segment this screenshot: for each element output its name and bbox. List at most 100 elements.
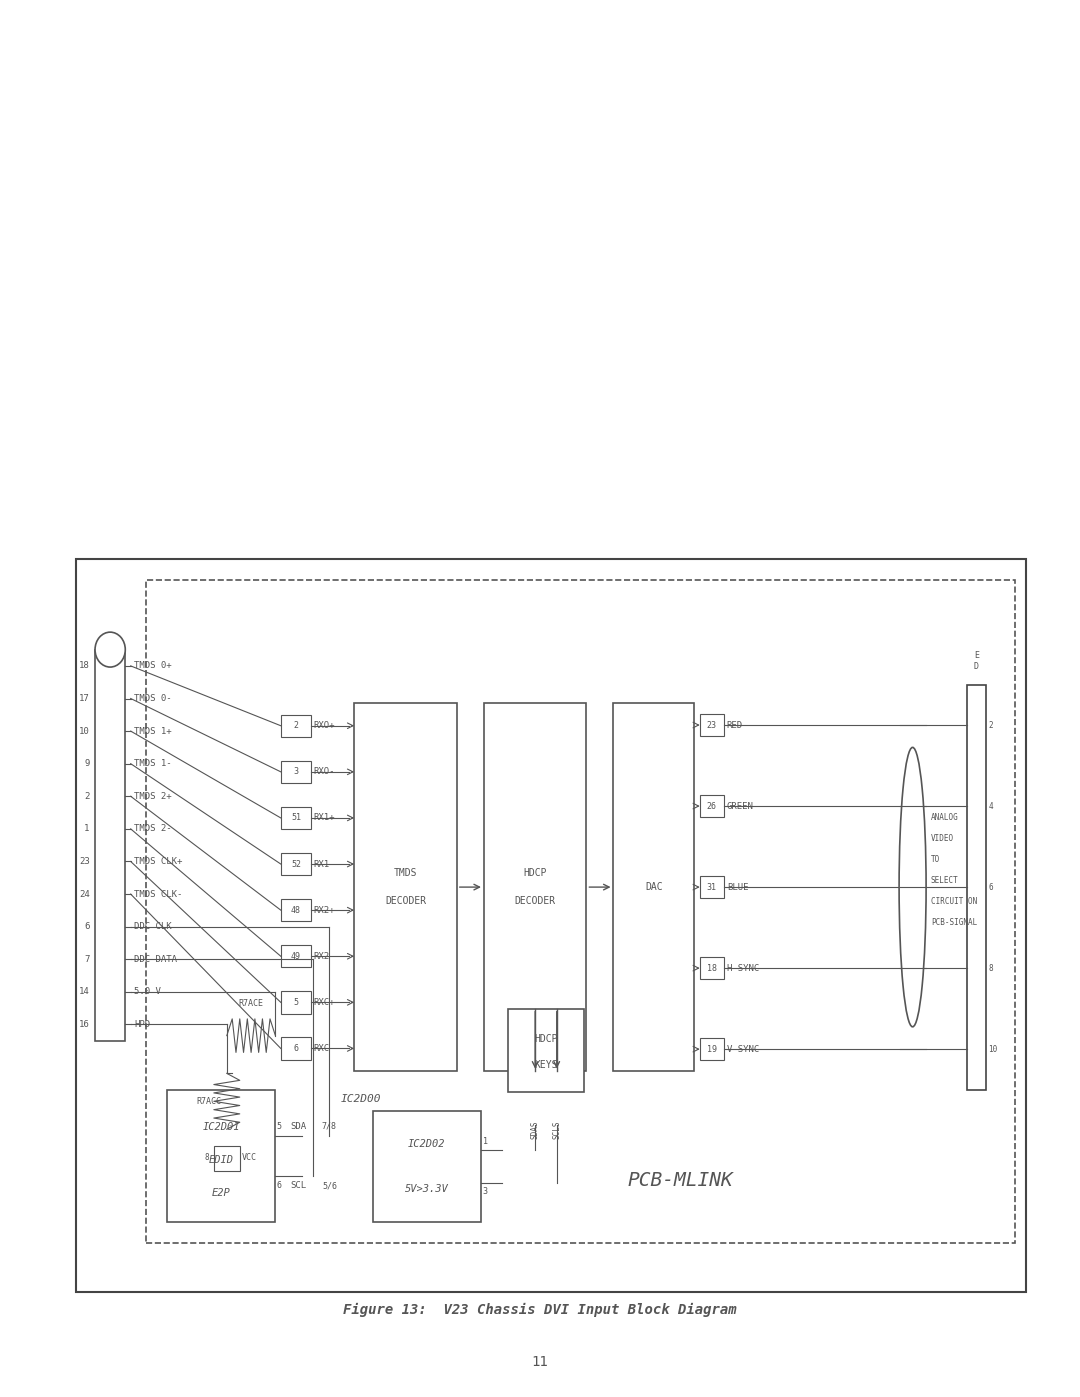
Text: PCB-MLINK: PCB-MLINK	[627, 1171, 733, 1190]
Bar	[354, 703, 457, 1071]
Text: Figure 13:  V23 Chassis DVI Input Block Diagram: Figure 13: V23 Chassis DVI Input Block D…	[343, 1303, 737, 1317]
Bar	[214, 1146, 240, 1171]
Text: RXC-: RXC-	[313, 1044, 335, 1053]
Text: DECODER: DECODER	[514, 895, 556, 907]
Text: 14: 14	[79, 988, 90, 996]
Text: SCLS: SCLS	[552, 1120, 562, 1139]
Bar	[281, 715, 311, 738]
Bar	[349, 647, 764, 1099]
Text: IC2D02: IC2D02	[408, 1139, 445, 1150]
Text: 3: 3	[483, 1186, 488, 1196]
Bar	[484, 703, 586, 1071]
Text: PCB-SIGNAL: PCB-SIGNAL	[931, 918, 977, 926]
Text: 19: 19	[706, 1045, 717, 1053]
Text: 5V>3.3V: 5V>3.3V	[405, 1183, 448, 1194]
Text: 2: 2	[988, 721, 993, 729]
Text: 6: 6	[988, 883, 993, 891]
Text: SDA: SDA	[291, 1122, 307, 1132]
Bar	[373, 1111, 481, 1222]
Bar	[76, 559, 1026, 1292]
Text: RXO-: RXO-	[313, 767, 335, 777]
Text: 10: 10	[79, 726, 90, 736]
Text: 49: 49	[291, 951, 301, 961]
Text: H SYNC: H SYNC	[727, 964, 759, 972]
Bar	[700, 876, 724, 898]
Text: 9: 9	[84, 759, 90, 768]
Text: 23: 23	[706, 721, 717, 729]
Text: TMDS CLK+: TMDS CLK+	[134, 856, 183, 866]
Text: 1: 1	[84, 824, 90, 834]
Bar	[281, 900, 311, 922]
Text: TMDS 0+: TMDS 0+	[134, 661, 172, 671]
Text: TMDS 2-: TMDS 2-	[134, 824, 172, 834]
Bar	[700, 957, 724, 979]
Bar	[281, 992, 311, 1014]
Text: VIDEO: VIDEO	[931, 834, 954, 842]
Text: TMDS CLK-: TMDS CLK-	[134, 890, 183, 898]
Text: ANALOG: ANALOG	[931, 813, 959, 821]
Text: 24: 24	[79, 890, 90, 898]
Text: 7: 7	[84, 954, 90, 964]
Text: 5: 5	[294, 997, 298, 1007]
Text: 3: 3	[294, 767, 298, 777]
Text: 5/6: 5/6	[322, 1182, 337, 1190]
Text: 4: 4	[988, 802, 993, 810]
Bar	[329, 622, 783, 1125]
Text: 6: 6	[276, 1180, 282, 1190]
Text: 11: 11	[531, 1355, 549, 1369]
Text: 6: 6	[294, 1044, 298, 1053]
Text: 52: 52	[291, 859, 301, 869]
Text: 6: 6	[84, 922, 90, 932]
Text: SCL: SCL	[291, 1180, 307, 1190]
Text: 8: 8	[205, 1153, 210, 1162]
Text: 10: 10	[988, 1045, 998, 1053]
Text: IC2D01: IC2D01	[203, 1122, 240, 1132]
Text: 7/8: 7/8	[322, 1122, 337, 1130]
Bar	[281, 807, 311, 830]
Text: RX1+: RX1+	[313, 813, 335, 823]
Text: VCC: VCC	[242, 1153, 257, 1162]
Text: BLUE: BLUE	[727, 883, 748, 891]
Text: E
D: E D	[974, 651, 978, 671]
Bar	[967, 685, 986, 1090]
Text: IC2D00: IC2D00	[340, 1094, 380, 1104]
Ellipse shape	[95, 631, 125, 668]
Text: 1: 1	[483, 1137, 488, 1147]
Text: 18: 18	[79, 661, 90, 671]
Bar	[146, 580, 1015, 1243]
Text: 5: 5	[276, 1122, 282, 1132]
Text: RXC+: RXC+	[313, 997, 335, 1007]
Text: R7ACC: R7ACC	[197, 1097, 221, 1106]
Text: 17: 17	[79, 694, 90, 703]
Text: HPD: HPD	[134, 1020, 150, 1030]
Bar	[700, 714, 724, 736]
Text: RED: RED	[727, 721, 743, 729]
Text: E2P: E2P	[212, 1189, 231, 1199]
Text: 8: 8	[988, 964, 993, 972]
Text: 2: 2	[84, 792, 90, 800]
Text: TO: TO	[931, 855, 941, 863]
Bar	[167, 1090, 275, 1222]
Text: 2: 2	[294, 721, 298, 731]
Text: HDCP: HDCP	[535, 1034, 557, 1045]
Text: R7ACE: R7ACE	[239, 999, 264, 1007]
Bar	[509, 1009, 583, 1092]
Text: KEYS: KEYS	[535, 1059, 557, 1070]
Bar	[700, 795, 724, 817]
Text: V SYNC: V SYNC	[727, 1045, 759, 1053]
Text: 51: 51	[291, 813, 301, 823]
Text: 31: 31	[706, 883, 717, 891]
Text: TMDS 1-: TMDS 1-	[134, 759, 172, 768]
Bar	[281, 852, 311, 875]
Text: DECODER: DECODER	[384, 895, 427, 907]
Bar	[700, 1038, 724, 1060]
Text: DDC CLK: DDC CLK	[134, 922, 172, 932]
Text: TMDS 2+: TMDS 2+	[134, 792, 172, 800]
Text: TMDS: TMDS	[394, 868, 417, 879]
Bar	[95, 650, 125, 1041]
Text: RX1-: RX1-	[313, 859, 335, 869]
Text: 23: 23	[79, 856, 90, 866]
Ellipse shape	[899, 747, 927, 1027]
Text: GREEN: GREEN	[727, 802, 754, 810]
Text: TMDS 1+: TMDS 1+	[134, 726, 172, 736]
